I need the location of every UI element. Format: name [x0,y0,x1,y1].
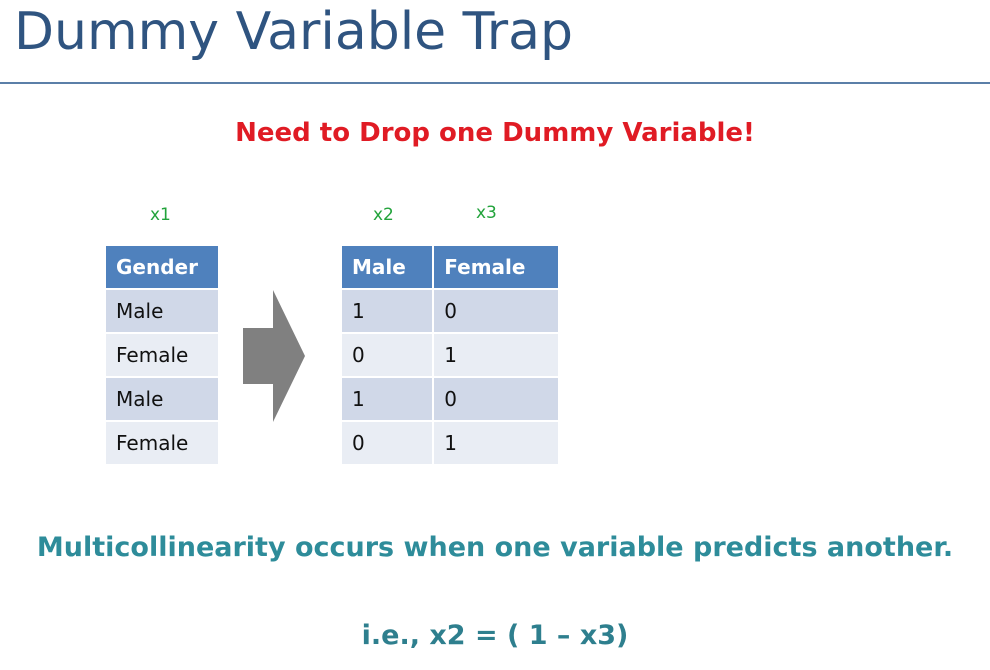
table-row: Male [106,290,218,332]
table-row: 0 1 [342,334,558,376]
label-x3: x3 [476,203,497,223]
dummy-table-header-row: Male Female [342,246,558,288]
gender-cell: Female [106,334,218,376]
gender-header: Gender [106,246,218,288]
formula: i.e., x2 = ( 1 – x3) [361,620,629,651]
dummy-cell-male: 0 [342,334,433,376]
dummy-cell-male: 0 [342,422,433,464]
right-arrow-icon [243,290,305,422]
table-row: Male [106,378,218,420]
label-x1: x1 [150,205,171,225]
gender-cell: Female [106,422,218,464]
dummy-header-female: Female [434,246,558,288]
dummy-cell-female: 0 [434,378,558,420]
table-row: Female [106,334,218,376]
table-row: Female [106,422,218,464]
dummy-table: Male Female 1 0 0 1 1 0 0 1 [340,244,560,466]
dummy-header-male: Male [342,246,433,288]
title-divider [0,82,990,84]
gender-table: Gender Male Female Male Female [104,244,220,466]
table-row: 0 1 [342,422,558,464]
slide-title: Dummy Variable Trap [14,2,574,62]
multicollinearity-statement: Multicollinearity occurs when one variab… [36,532,954,563]
dummy-cell-male: 1 [342,290,433,332]
gender-cell: Male [106,378,218,420]
dummy-cell-female: 0 [434,290,558,332]
dummy-cell-female: 1 [434,334,558,376]
gender-cell: Male [106,290,218,332]
slide-subtitle: Need to Drop one Dummy Variable! [235,118,755,148]
dummy-cell-female: 1 [434,422,558,464]
table-row: 1 0 [342,378,558,420]
label-x2: x2 [373,205,394,225]
dummy-cell-male: 1 [342,378,433,420]
gender-table-header-row: Gender [106,246,218,288]
table-row: 1 0 [342,290,558,332]
